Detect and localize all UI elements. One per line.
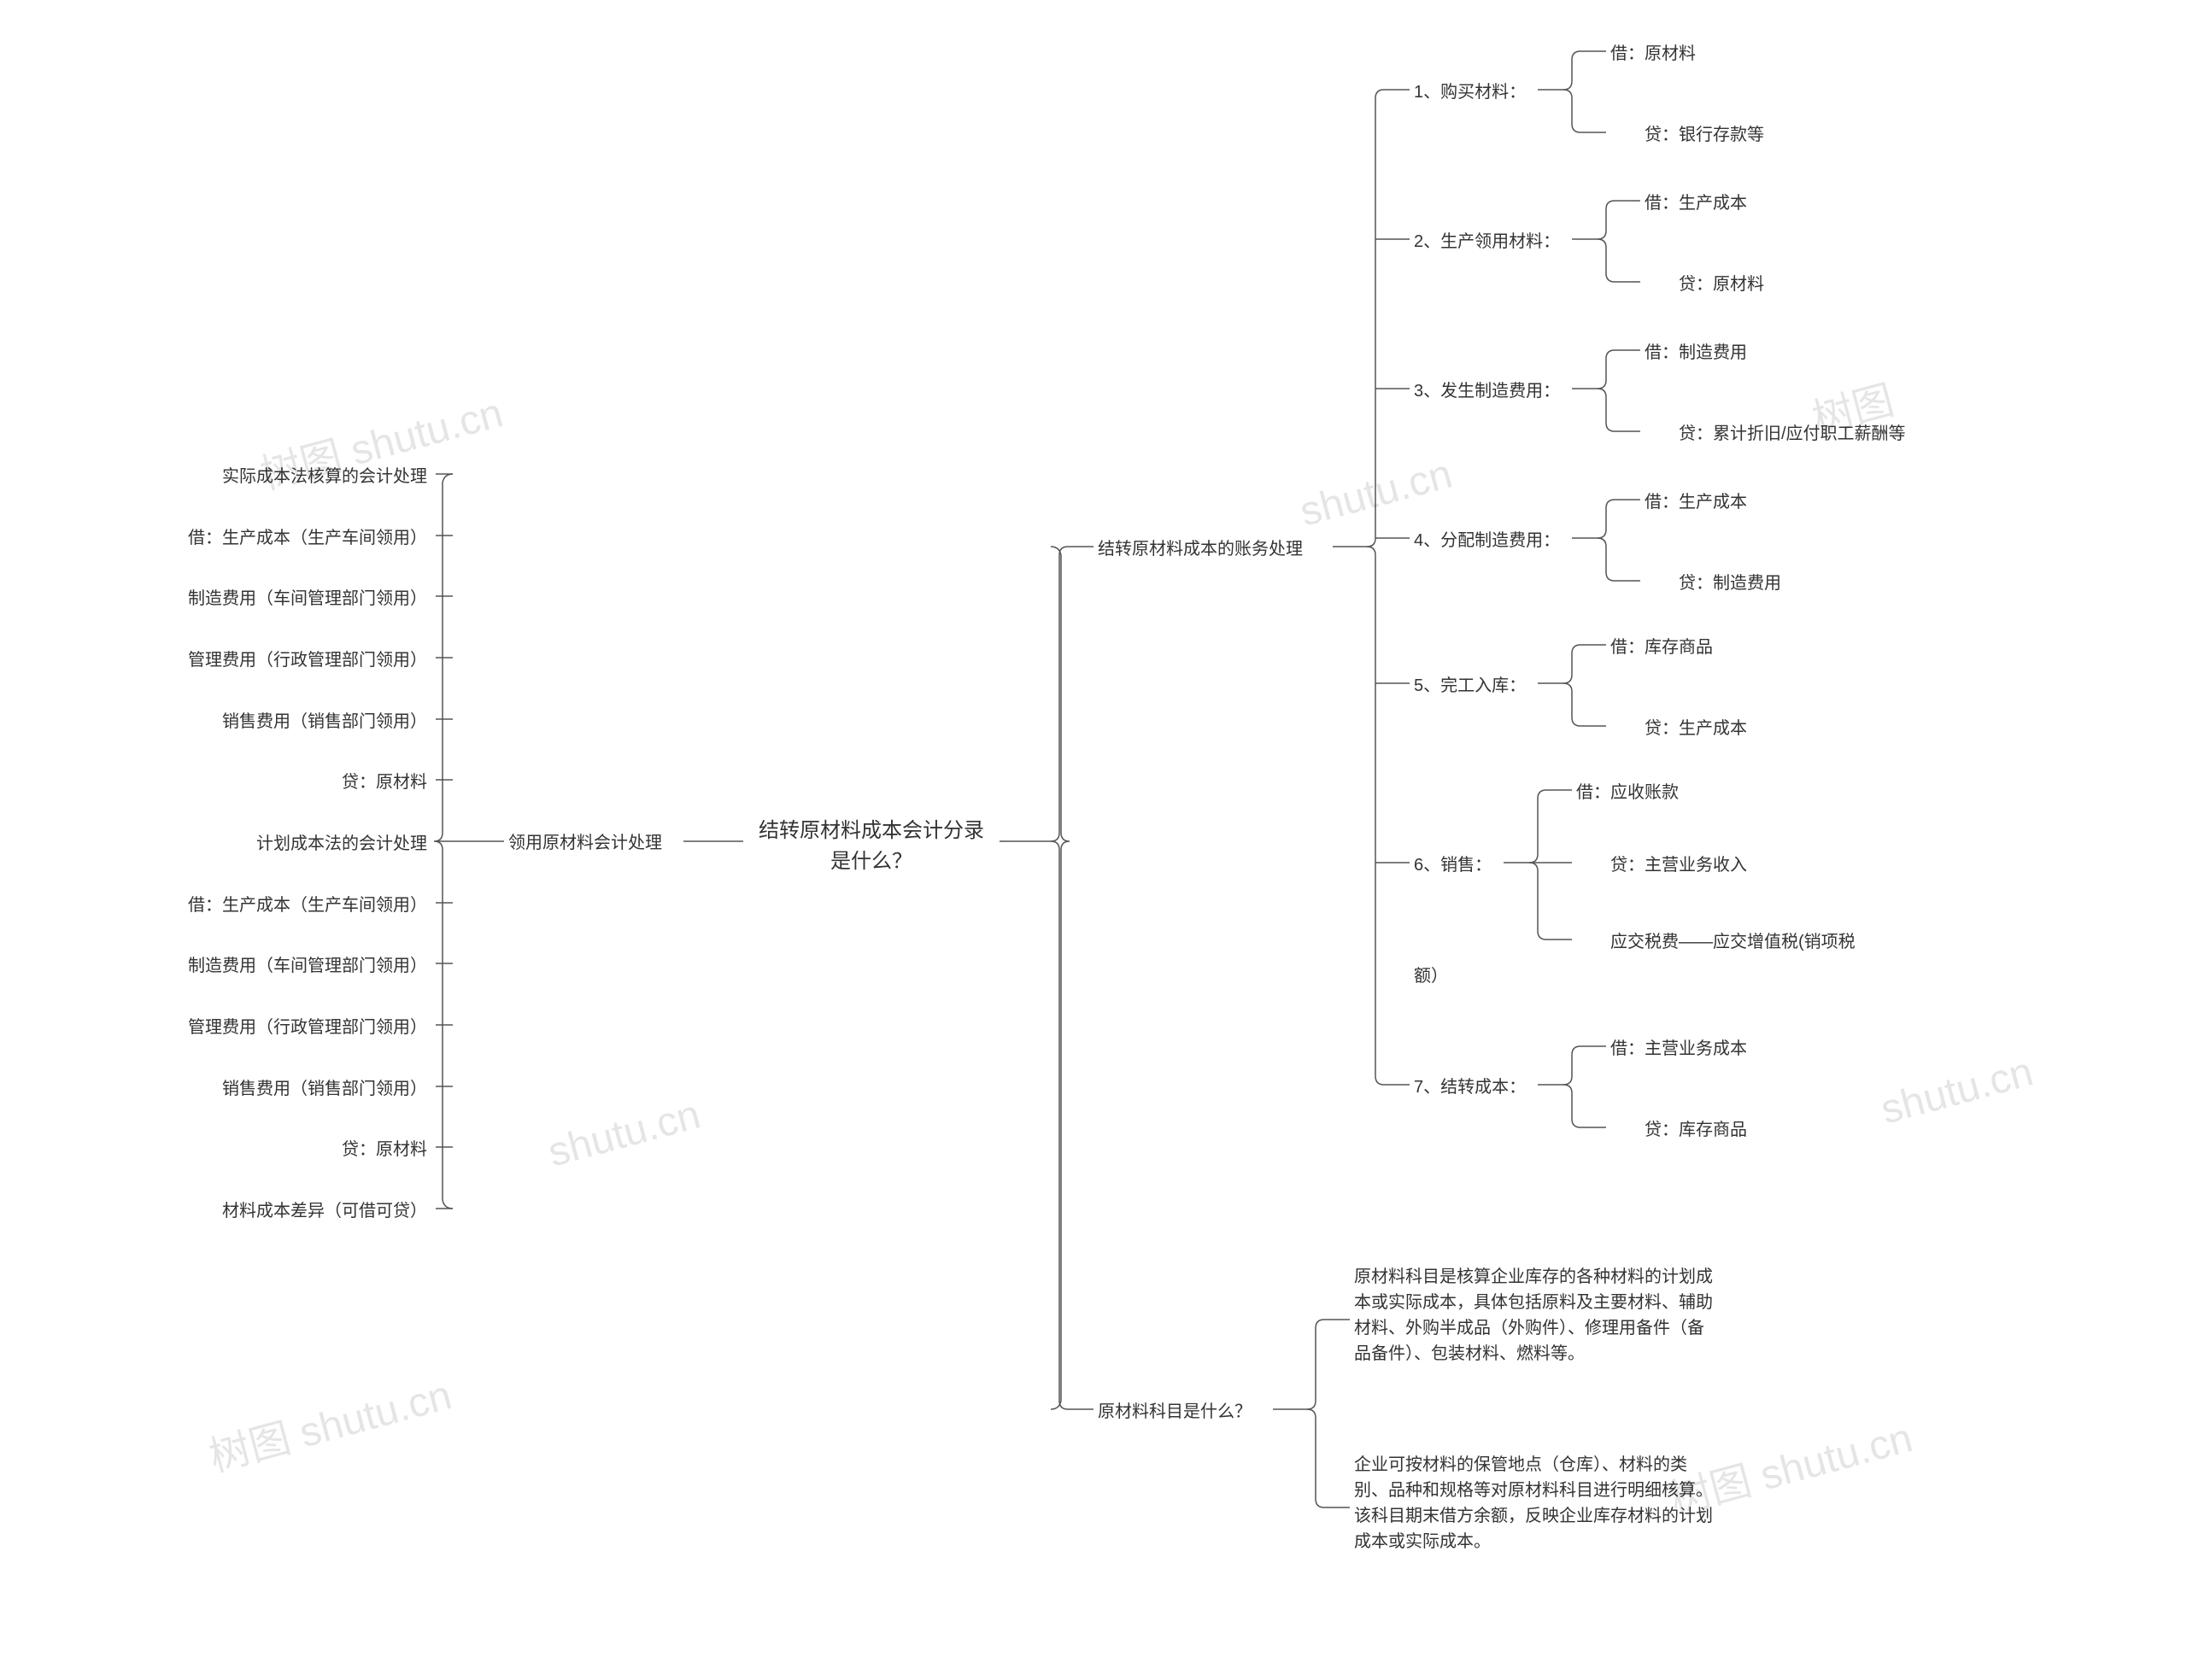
root-title-line2: 是什么？ (743, 846, 1000, 877)
root-node: 结转原材料成本会计分录 是什么？ (743, 816, 1000, 877)
watermark-2: 树图 shutu.cn (202, 1361, 457, 1484)
left-item-0: 实际成本法核算的会计处理 (145, 464, 427, 489)
left-item-10: 销售费用（销售部门领用） (145, 1076, 427, 1102)
step1-entry0: 借：原材料 (1610, 41, 1696, 67)
root-title-line1: 结转原材料成本会计分录 (743, 816, 1000, 846)
step6-extra: 额） (1414, 963, 1448, 989)
step3-entry1: 贷：累计折旧/应付职工薪酬等 (1679, 421, 1906, 447)
left-item-12: 材料成本差异（可借可贷） (145, 1198, 427, 1224)
step3-label: 3、发生制造费用： (1414, 378, 1560, 404)
left-item-11: 贷：原材料 (145, 1137, 427, 1162)
right-branch2-label: 原材料科目是什么？ (1098, 1399, 1252, 1425)
step2-entry0: 借：生产成本 (1645, 190, 1747, 216)
step1-label: 1、购买材料： (1414, 79, 1526, 105)
step7-label: 7、结转成本： (1414, 1074, 1526, 1100)
step6-label: 6、销售： (1414, 852, 1492, 878)
step4-entry1: 贷：制造费用 (1679, 571, 1781, 596)
branch2-para0: 原材料科目是核算企业库存的各种材料的计划成本或实际成本，具体包括原料及主要材料、… (1354, 1264, 1713, 1367)
step2-entry1: 贷：原材料 (1679, 272, 1764, 297)
branch2-para1: 企业可按材料的保管地点（仓库）、材料的类别、品种和规格等对原材料科目进行明细核算… (1354, 1452, 1713, 1554)
left-item-3: 管理费用（行政管理部门领用） (145, 647, 427, 673)
left-item-8: 制造费用（车间管理部门领用） (145, 953, 427, 979)
left-item-5: 贷：原材料 (145, 770, 427, 795)
left-item-1: 借：生产成本（生产车间领用） (145, 525, 427, 551)
step7-entry1: 贷：库存商品 (1645, 1117, 1747, 1143)
step7-entry0: 借：主营业务成本 (1610, 1036, 1747, 1062)
step3-entry0: 借：制造费用 (1645, 340, 1747, 366)
step4-label: 4、分配制造费用： (1414, 528, 1560, 553)
step5-label: 5、完工入库： (1414, 673, 1526, 699)
right-branch1-label: 结转原材料成本的账务处理 (1098, 536, 1303, 562)
step2-label: 2、生产领用材料： (1414, 229, 1560, 255)
left-item-7: 借：生产成本（生产车间领用） (145, 893, 427, 918)
left-item-4: 销售费用（销售部门领用） (145, 709, 427, 735)
step1-entry1: 贷：银行存款等 (1645, 122, 1764, 148)
step6-entry1: 贷：主营业务收入 (1610, 852, 1747, 878)
step6-entry0: 借：应收账款 (1576, 780, 1679, 805)
step6-entry2: 应交税费——应交增值税(销项税 (1610, 929, 1856, 955)
watermark-6: shutu.cn (1876, 1048, 2038, 1133)
watermark-1: shutu.cn (543, 1091, 706, 1176)
step4-entry0: 借：生产成本 (1645, 489, 1747, 515)
left-item-9: 管理费用（行政管理部门领用） (145, 1015, 427, 1040)
left-item-2: 制造费用（车间管理部门领用） (145, 586, 427, 612)
left-branch-label: 领用原材料会计处理 (508, 830, 662, 856)
step5-entry0: 借：库存商品 (1610, 635, 1713, 660)
watermark-3: shutu.cn (1295, 450, 1457, 536)
left-item-6: 计划成本法的会计处理 (145, 831, 427, 857)
step5-entry1: 贷：生产成本 (1645, 716, 1747, 741)
